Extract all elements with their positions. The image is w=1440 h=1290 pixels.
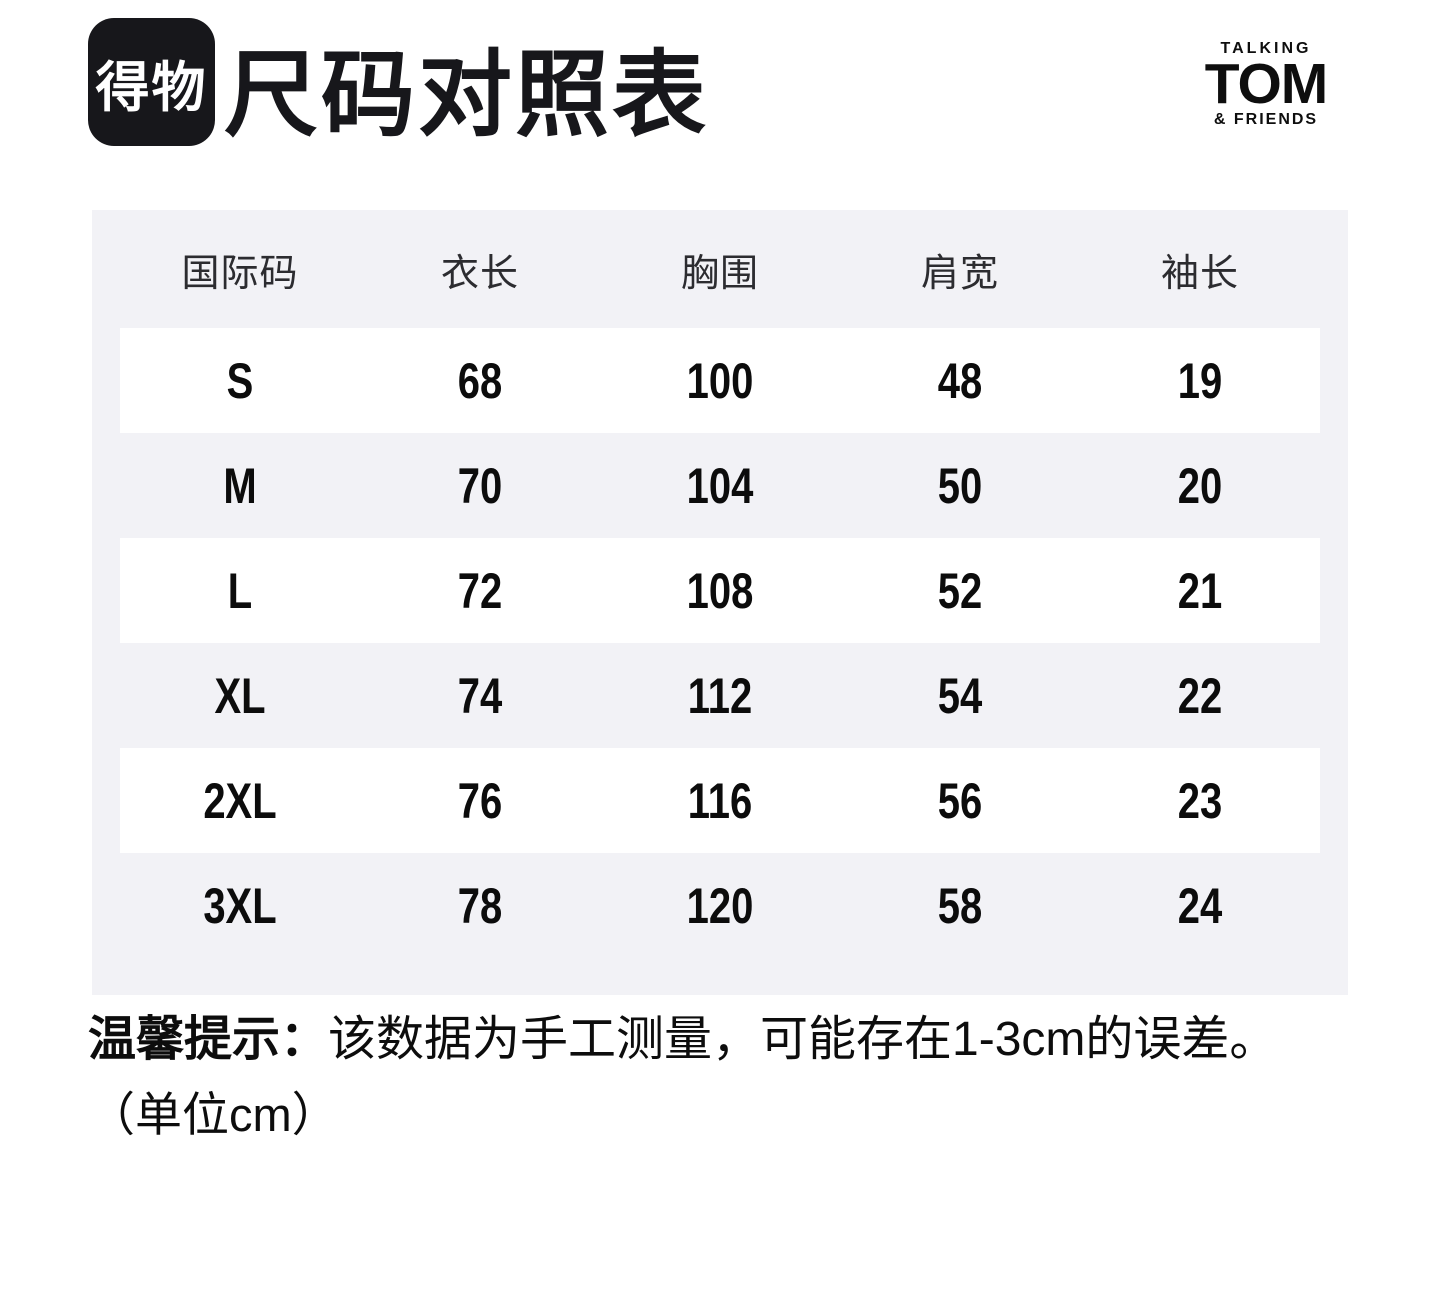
value-cell: 56 [937, 772, 983, 829]
size-table: 国际码 衣长 胸围 肩宽 袖长 S 68 100 48 19 M 70 104 … [92, 210, 1348, 995]
dewu-logo: 得物 [88, 18, 215, 146]
measurement-note: 温馨提示：该数据为手工测量，可能存在1-3cm的误差。 （单位cm） [88, 1013, 1388, 1141]
brand-top-text: TALKING [1220, 40, 1312, 57]
table-row: XL 74 112 54 22 [120, 643, 1320, 748]
value-cell: 52 [937, 562, 983, 619]
table-row: M 70 104 50 20 [120, 433, 1320, 538]
header-cell-sleeve: 袖长 [1160, 252, 1239, 295]
size-cell: 2XL [203, 772, 277, 829]
value-cell: 54 [937, 667, 983, 724]
table-row: L 72 108 52 21 [120, 538, 1320, 643]
size-cell: S [226, 352, 254, 409]
brand-bottom-text: & FRIENDS [1213, 111, 1319, 124]
note-prefix: 温馨提示： [88, 1013, 329, 1066]
note-line: 温馨提示：该数据为手工测量，可能存在1-3cm的误差。 [88, 1013, 1388, 1067]
size-cell: L [227, 562, 253, 619]
dewu-logo-text: 得物 [95, 57, 208, 118]
note-unit: （单位cm） [88, 1087, 339, 1141]
value-cell: 70 [457, 457, 503, 514]
value-cell: 100 [686, 352, 754, 409]
header-cell-length: 衣长 [440, 252, 519, 295]
size-cell: M [223, 457, 257, 514]
value-cell: 76 [457, 772, 503, 829]
brand-main-text: TOM [1204, 51, 1329, 116]
size-cell: 3XL [203, 877, 277, 934]
value-cell: 120 [686, 877, 754, 934]
header-cell-size: 国际码 [181, 252, 299, 295]
value-cell: 68 [457, 352, 503, 409]
value-cell: 78 [457, 877, 503, 934]
value-cell: 74 [457, 667, 503, 724]
value-cell: 21 [1177, 562, 1223, 619]
value-cell: 108 [686, 562, 754, 619]
value-cell: 24 [1177, 877, 1223, 934]
size-cell: XL [214, 667, 266, 724]
value-cell: 112 [687, 667, 753, 724]
page-title: 尺码对照表 [224, 42, 710, 147]
table-row: 3XL 78 120 58 24 [120, 853, 1320, 958]
value-cell: 23 [1177, 772, 1223, 829]
note-body: 该数据为手工测量，可能存在1-3cm的误差。 [328, 1013, 1278, 1066]
brand-logo: TALKING TOM & FRIENDS [1186, 40, 1346, 124]
value-cell: 22 [1177, 667, 1223, 724]
value-cell: 20 [1177, 457, 1223, 514]
header-cell-shoulder: 肩宽 [920, 252, 999, 295]
value-cell: 104 [686, 457, 754, 514]
value-cell: 116 [687, 772, 753, 829]
value-cell: 58 [937, 877, 983, 934]
value-cell: 72 [457, 562, 503, 619]
table-header-row: 国际码 衣长 胸围 肩宽 袖长 [120, 210, 1320, 328]
table-row: S 68 100 48 19 [120, 328, 1320, 433]
header-cell-chest: 胸围 [680, 252, 759, 295]
value-cell: 19 [1177, 352, 1223, 409]
table-row: 2XL 76 116 56 23 [120, 748, 1320, 853]
value-cell: 50 [937, 457, 983, 514]
value-cell: 48 [937, 352, 983, 409]
